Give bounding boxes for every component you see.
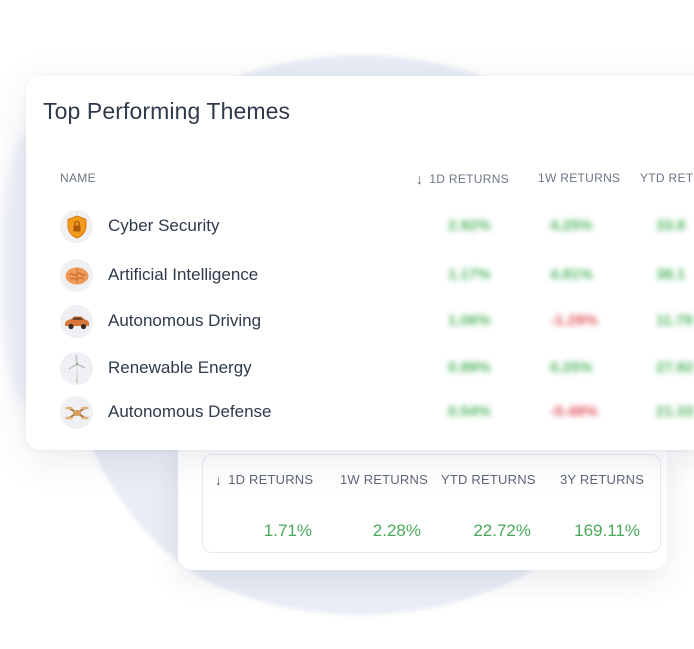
theme-1d-return: 0.54% xyxy=(448,403,491,420)
column-header-name[interactable]: NAME xyxy=(60,171,96,185)
theme-1d-return: 2.92% xyxy=(448,217,491,234)
theme-name[interactable]: Renewable Energy xyxy=(108,358,252,377)
theme-ytd-return: 21.33 xyxy=(656,403,694,420)
top-themes-card: Top Performing Themes NAME ↓ 1D RETURNS 1… xyxy=(26,76,694,450)
summary-value-ytd: 22.72% xyxy=(473,521,531,540)
theme-name[interactable]: Cyber Security xyxy=(108,216,220,235)
theme-1d-return: 1.17% xyxy=(448,266,491,283)
theme-1w-return: -0.48% xyxy=(550,403,598,420)
summary-header-1d[interactable]: ↓ 1D RETURNS xyxy=(215,472,314,488)
theme-1w-return: 4.25% xyxy=(550,217,593,234)
column-header-ytd[interactable]: YTD RET xyxy=(640,171,694,185)
theme-row[interactable]: Renewable Energy 0.99% 0.25% 27.82 xyxy=(60,352,694,388)
theme-ytd-return: 38.1 xyxy=(656,266,686,283)
shield-lock-icon xyxy=(60,210,93,243)
theme-name[interactable]: Autonomous Defense xyxy=(108,402,272,421)
theme-row[interactable]: Cyber Security 2.92% 4.25% 33.8 xyxy=(60,210,694,246)
theme-ytd-return: 27.82 xyxy=(656,359,694,376)
summary-header-ytd[interactable]: YTD RETURNS xyxy=(441,472,536,487)
theme-row[interactable]: Autonomous Driving 1.06% -1.29% 11.79 xyxy=(60,305,694,341)
summary-returns-box: ↓ 1D RETURNS 1W RETURNS YTD RETURNS 3Y RE… xyxy=(202,454,661,553)
drone-icon xyxy=(60,396,93,429)
wind-turbine-icon xyxy=(60,352,93,385)
sort-down-arrow-icon: ↓ xyxy=(416,171,424,187)
brain-icon xyxy=(60,259,93,292)
theme-1d-return: 1.06% xyxy=(448,312,491,329)
theme-1w-return: 0.25% xyxy=(550,359,593,376)
theme-1w-return: -1.29% xyxy=(550,312,598,329)
theme-ytd-return: 33.8 xyxy=(656,217,686,234)
theme-ytd-return: 11.79 xyxy=(656,312,693,329)
column-header-1d[interactable]: ↓ 1D RETURNS xyxy=(416,171,509,187)
car-icon xyxy=(60,305,93,338)
theme-1w-return: 4.81% xyxy=(550,266,593,283)
column-header-1w[interactable]: 1W RETURNS xyxy=(538,171,621,185)
theme-name[interactable]: Autonomous Driving xyxy=(108,311,262,330)
summary-value-3y: 169.11% xyxy=(574,521,640,540)
summary-value-1w: 2.28% xyxy=(372,521,421,540)
card-title: Top Performing Themes xyxy=(43,98,291,124)
theme-1d-return: 0.99% xyxy=(448,359,491,376)
theme-row[interactable]: Artificial Intelligence 1.17% 4.81% 38.1 xyxy=(60,259,694,295)
summary-value-1d: 1.71% xyxy=(263,521,312,540)
sort-down-arrow-icon: ↓ xyxy=(215,472,223,488)
theme-row[interactable]: Autonomous Defense 0.54% -0.48% 21.33 xyxy=(60,396,694,432)
summary-card: ↓ 1D RETURNS 1W RETURNS YTD RETURNS 3Y RE… xyxy=(178,440,667,570)
theme-name[interactable]: Artificial Intelligence xyxy=(108,265,259,284)
summary-header-1w[interactable]: 1W RETURNS xyxy=(340,472,428,487)
summary-header-3y[interactable]: 3Y RETURNS xyxy=(560,472,645,487)
